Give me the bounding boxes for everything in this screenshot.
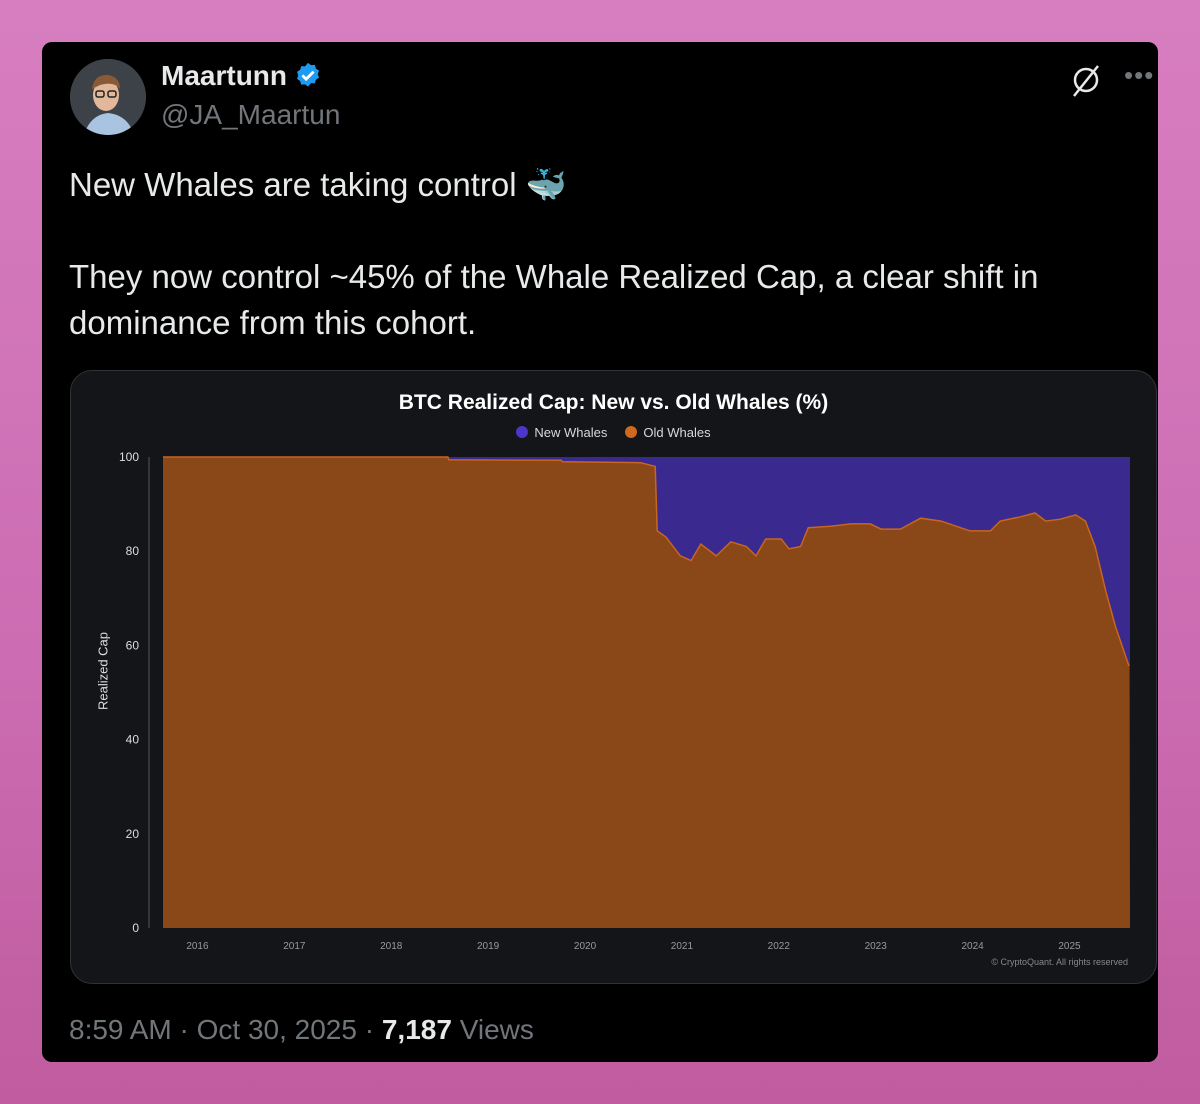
x-tick-label: 2024	[961, 941, 984, 952]
legend-dot-icon	[516, 426, 529, 438]
x-tick-label: 2016	[186, 941, 209, 952]
old-whales-line	[163, 456, 1130, 667]
chart-title: BTC Realized Cap: New vs. Old Whales (%)	[398, 391, 829, 414]
views-count: 7,187	[381, 1014, 452, 1045]
legend-label: Old Whales	[643, 425, 711, 440]
tweet-text-line-2: They now control ~45% of the Whale Reali…	[69, 258, 1039, 295]
watermark: © CryptoQuant. All rights reserved	[991, 957, 1128, 967]
author-name-text[interactable]: Maartunn	[161, 60, 287, 91]
more-icon[interactable]: •••	[1124, 60, 1155, 90]
tweet-time[interactable]: 8:59 AM	[69, 1014, 172, 1045]
tweet-text-line-3: dominance from this cohort.	[69, 304, 477, 341]
x-tick-label: 2021	[671, 941, 694, 952]
legend-dot-icon	[625, 426, 638, 438]
tweet-meta: 8:59 AM · Oct 30, 2025 · 7,187 Views	[69, 1014, 534, 1046]
old-whales-area	[163, 457, 1130, 928]
chart-legend: New Whales Old Whales	[71, 425, 1156, 440]
y-tick-label: 20	[126, 827, 140, 841]
x-tick-label: 2022	[768, 941, 791, 952]
tweet-date[interactable]: Oct 30, 2025	[196, 1014, 357, 1045]
separator: ·	[364, 1014, 375, 1045]
tweet-card: Maartunn @JA_Maartun ••• New Whales are …	[42, 42, 1158, 1062]
author-handle[interactable]: @JA_Maartun	[161, 99, 341, 130]
y-tick-label: 40	[126, 733, 140, 747]
x-tick-label: 2020	[574, 941, 597, 952]
views-label: Views	[459, 1014, 534, 1045]
y-tick-label: 60	[126, 638, 140, 652]
avatar-portrait-icon	[70, 59, 146, 135]
legend-label: New Whales	[534, 425, 608, 440]
y-tick-label: 80	[126, 544, 140, 558]
chart-image[interactable]: 0 20 40 60 80 100 2016 2017 2018 2019 2020 2021 2022…	[70, 370, 1157, 984]
x-tick-label: 2025	[1058, 941, 1081, 952]
x-tick-label: 2023	[865, 941, 888, 952]
author-name[interactable]: Maartunn	[161, 60, 323, 92]
legend-old-whales[interactable]: Old Whales	[625, 425, 711, 440]
x-tick-label: 2018	[380, 941, 403, 952]
y-axis-label: Realized Cap	[95, 631, 111, 711]
legend-new-whales[interactable]: New Whales	[516, 425, 607, 440]
y-tick-label: 100	[119, 450, 139, 464]
verified-badge-icon	[297, 62, 319, 87]
grok-icon[interactable]	[1068, 62, 1104, 98]
x-tick-label: 2019	[477, 941, 500, 952]
chart-svg: 0 20 40 60 80 100 2016 2017 2018 2019 2020 2021 2022…	[119, 450, 1130, 952]
separator: ·	[179, 1014, 189, 1045]
x-tick-label: 2017	[283, 941, 306, 952]
tweet-text-line-1: New Whales are taking control 🐳	[69, 166, 567, 203]
avatar[interactable]	[70, 59, 146, 135]
y-tick-label: 0	[132, 921, 139, 935]
